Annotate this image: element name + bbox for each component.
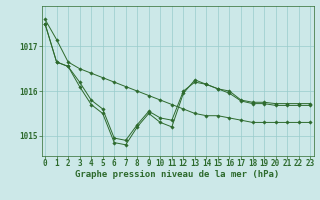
- X-axis label: Graphe pression niveau de la mer (hPa): Graphe pression niveau de la mer (hPa): [76, 170, 280, 179]
